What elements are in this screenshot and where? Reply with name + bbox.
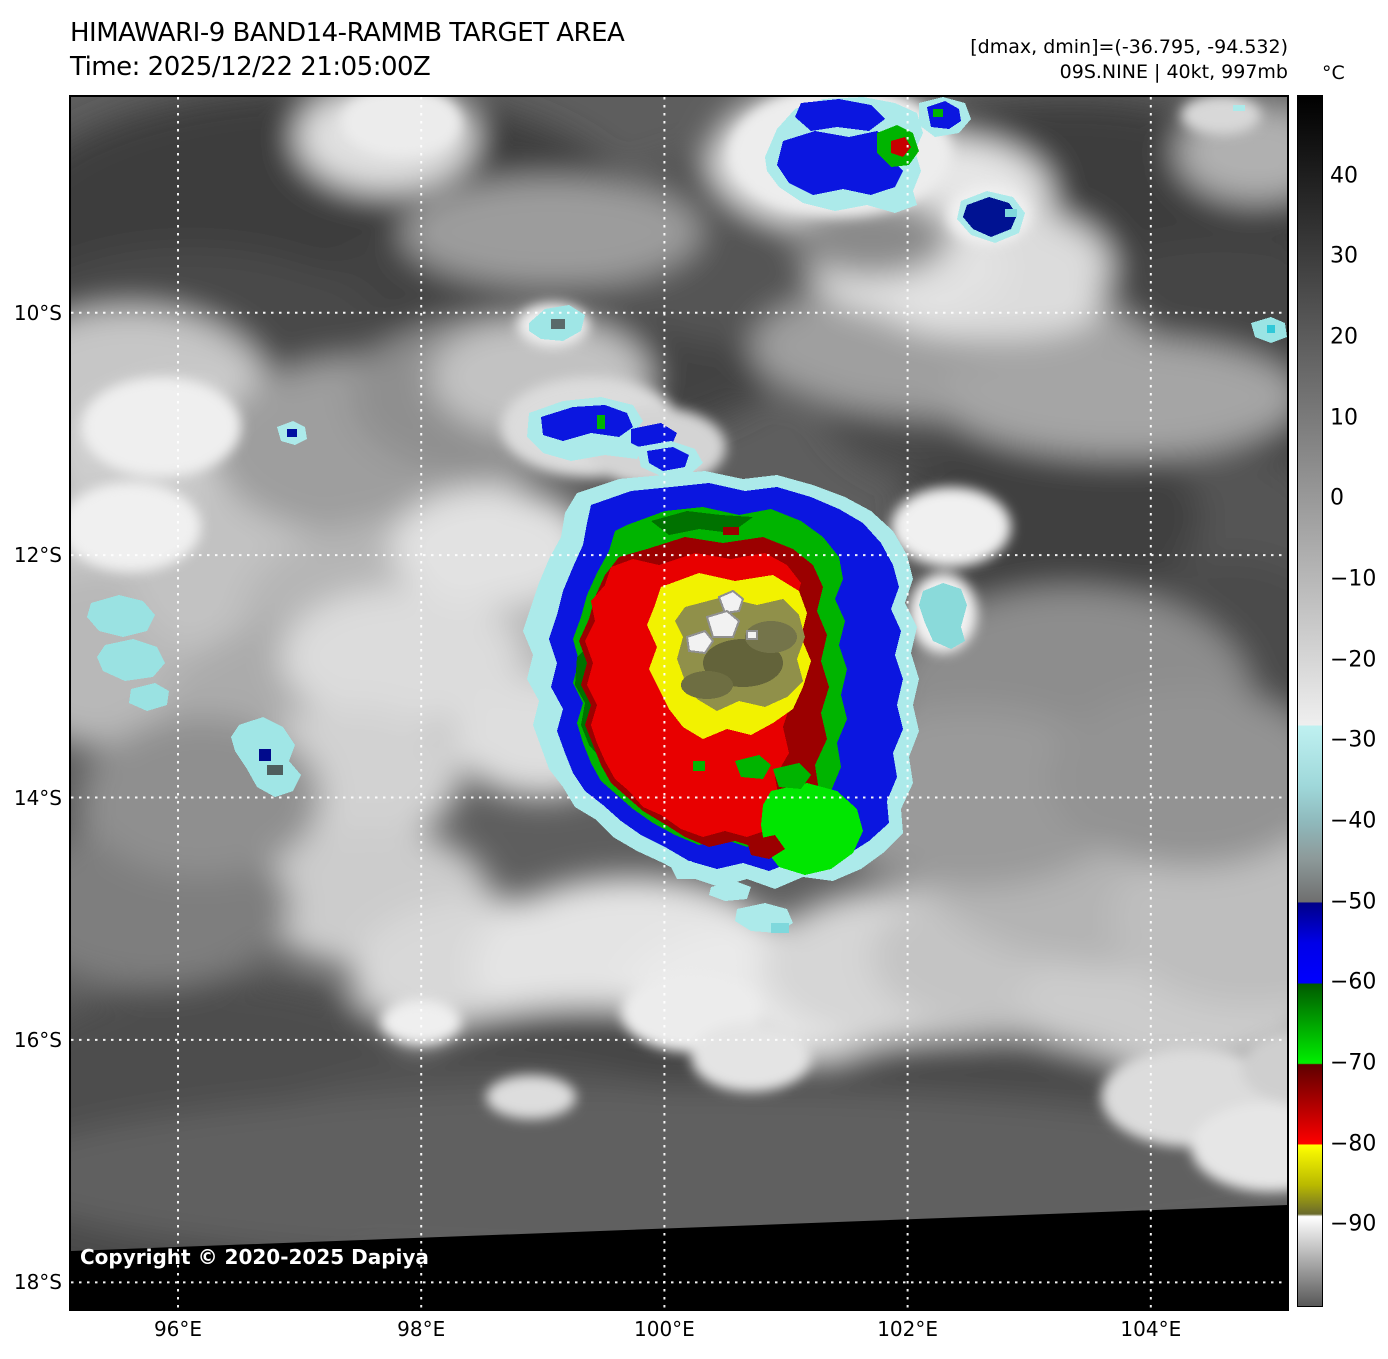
sw-gray-dash — [267, 765, 283, 775]
storm-olive-shadow — [681, 671, 733, 699]
colorbar-tick-label: 40 — [1330, 163, 1358, 189]
west-dot-navy — [287, 429, 297, 437]
south-cyan-deep — [771, 923, 789, 933]
streak-blue — [647, 447, 689, 471]
sw-navy-dot — [259, 749, 271, 761]
page-title: HIMAWARI-9 BAND14-RAMMB TARGET AREA — [70, 18, 625, 48]
storm-green-speck — [693, 761, 705, 771]
streak-blue — [541, 405, 633, 441]
cluster-blue-main — [777, 131, 903, 195]
scattered-cold-features — [87, 305, 1287, 933]
tiny-cyan-dash — [1233, 105, 1245, 111]
ringed-cell-center — [551, 319, 565, 329]
lon-tick-label: 104°E — [1120, 1317, 1182, 1341]
colorbar-tick-label: −10 — [1330, 566, 1377, 592]
cluster-blue-small — [927, 101, 961, 129]
colorbar-tick-label: −30 — [1330, 727, 1377, 753]
north-convective-cluster — [765, 97, 1245, 243]
copyright-label: Copyright © 2020-2025 Dapiya — [80, 1245, 429, 1269]
cluster-cyan-dash — [1005, 209, 1017, 217]
left-cyan-lump — [97, 639, 165, 681]
colorbar-tick-label: −40 — [1330, 808, 1377, 834]
colorbar — [1297, 95, 1323, 1307]
left-cyan-lump — [129, 683, 169, 711]
storm-green-speck — [735, 755, 771, 779]
colorbar-tick-label: 30 — [1330, 243, 1358, 269]
lat-tick-label: 18°S — [13, 1270, 62, 1295]
storm-system — [523, 471, 919, 889]
lat-tick-label: 14°S — [13, 785, 62, 810]
lat-tick-label: 12°S — [13, 543, 62, 568]
storm-olive-shadow — [745, 621, 797, 653]
east-cyan-patch — [919, 583, 967, 649]
lat-tick-label: 16°S — [13, 1027, 62, 1052]
lon-tick-label: 98°E — [397, 1317, 446, 1341]
colorbar-tick-label: −60 — [1330, 969, 1377, 995]
colorbar-tick-label: −70 — [1330, 1050, 1377, 1076]
edge-cyan-deep — [1267, 325, 1275, 333]
colorbar-tick-label: 20 — [1330, 324, 1358, 350]
colorbar-tick-label: −90 — [1330, 1211, 1377, 1237]
left-cyan-lump — [87, 595, 155, 637]
colorbar-tick-label: 0 — [1330, 485, 1344, 511]
storm-green-speck — [773, 763, 811, 789]
lat-tick-label: 10°S — [13, 300, 62, 325]
lon-tick-label: 96°E — [153, 1317, 203, 1341]
dmax-dmin-annotation: [dmax, dmin]=(-36.795, -94.532) — [970, 36, 1288, 58]
satellite-image — [71, 97, 1287, 1309]
cluster-navy-blob — [963, 197, 1017, 237]
cluster-blue-upper — [795, 99, 885, 131]
storm-green-se-lobe — [761, 783, 863, 875]
storm-info-annotation: 09S.NINE | 40kt, 997mb — [1059, 61, 1288, 83]
colorbar-tick-label: −50 — [1330, 889, 1377, 915]
storm-darkred-speck — [723, 527, 739, 535]
lon-tick-label: 100°E — [634, 1317, 695, 1341]
colorbar-tick-label: 10 — [1330, 405, 1358, 431]
cluster-red-cell — [891, 137, 911, 157]
colorbar-tick-label: −80 — [1330, 1131, 1377, 1157]
south-cyan-bit — [671, 861, 703, 879]
satellite-map: Copyright © 2020-2025 Dapiya — [69, 95, 1289, 1311]
gridlines — [71, 97, 1287, 1309]
lon-tick-label: 102°E — [877, 1317, 938, 1341]
south-cyan-bit — [709, 881, 751, 901]
time-label: Time: 2025/12/22 21:05:00Z — [70, 52, 431, 82]
colorbar-tick-label: −20 — [1330, 647, 1377, 673]
storm-white-specks — [685, 589, 758, 655]
storm-darkred-south-patch — [747, 835, 785, 859]
colorbar-unit-label: °C — [1322, 62, 1345, 84]
cluster-green-speck — [933, 109, 943, 117]
streak-green-pixel — [597, 415, 605, 429]
